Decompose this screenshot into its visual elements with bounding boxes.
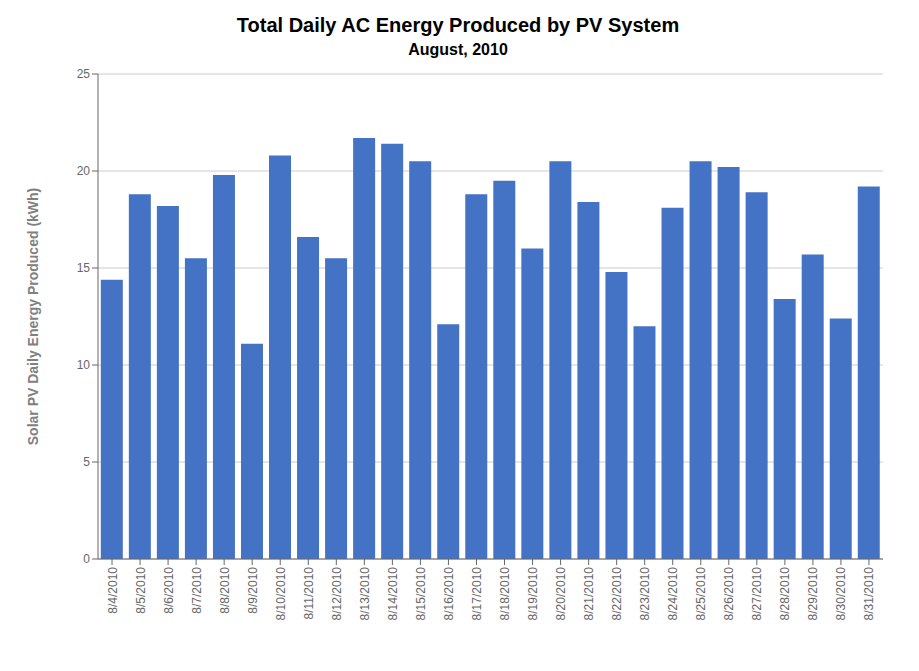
svg-text:8/11/2010: 8/11/2010 [302, 567, 316, 620]
svg-text:8/16/2010: 8/16/2010 [442, 567, 456, 621]
svg-text:8/4/2010: 8/4/2010 [106, 567, 120, 614]
svg-text:8/23/2010: 8/23/2010 [638, 567, 652, 621]
svg-text:8/8/2010: 8/8/2010 [218, 567, 232, 614]
svg-text:25: 25 [77, 67, 91, 81]
svg-text:15: 15 [77, 261, 91, 275]
svg-text:8/24/2010: 8/24/2010 [666, 567, 680, 621]
svg-text:8/17/2010: 8/17/2010 [470, 567, 484, 621]
svg-text:20: 20 [77, 164, 91, 178]
svg-text:8/31/2010: 8/31/2010 [863, 567, 877, 621]
svg-text:8/28/2010: 8/28/2010 [778, 567, 792, 621]
svg-text:8/30/2010: 8/30/2010 [834, 567, 848, 621]
svg-text:8/26/2010: 8/26/2010 [722, 567, 736, 621]
svg-text:8/13/2010: 8/13/2010 [358, 567, 372, 621]
svg-text:8/12/2010: 8/12/2010 [330, 567, 344, 621]
html-text:Total Daily AC Energy Produced: Total Daily AC Energy Produced by PV Sys… [236, 14, 680, 36]
svg-text:8/19/2010: 8/19/2010 [526, 567, 540, 621]
svg-text:8/6/2010: 8/6/2010 [162, 567, 176, 614]
svg-text:0: 0 [83, 552, 90, 566]
svg-text:8/20/2010: 8/20/2010 [554, 567, 568, 621]
svg-text:8/7/2010: 8/7/2010 [190, 567, 204, 614]
html-text:August, 2010: August, 2010 [408, 41, 508, 58]
svg-text:Solar PV Daily Energy Produced: Solar PV Daily Energy Produced (kWh) [25, 188, 41, 446]
svg-text:8/15/2010: 8/15/2010 [414, 567, 428, 621]
svg-text:8/22/2010: 8/22/2010 [610, 567, 624, 621]
svg-text:10: 10 [77, 358, 91, 372]
svg-text:8/27/2010: 8/27/2010 [750, 567, 764, 621]
svg-text:5: 5 [83, 455, 90, 469]
svg-text:8/25/2010: 8/25/2010 [694, 567, 708, 621]
svg-text:8/9/2010: 8/9/2010 [246, 567, 260, 614]
svg-text:8/29/2010: 8/29/2010 [806, 567, 820, 621]
svg-text:8/18/2010: 8/18/2010 [498, 567, 512, 621]
svg-text:8/5/2010: 8/5/2010 [134, 567, 148, 614]
svg-text:8/10/2010: 8/10/2010 [274, 567, 288, 621]
svg-text:8/21/2010: 8/21/2010 [582, 567, 596, 621]
svg-text:8/14/2010: 8/14/2010 [386, 567, 400, 621]
